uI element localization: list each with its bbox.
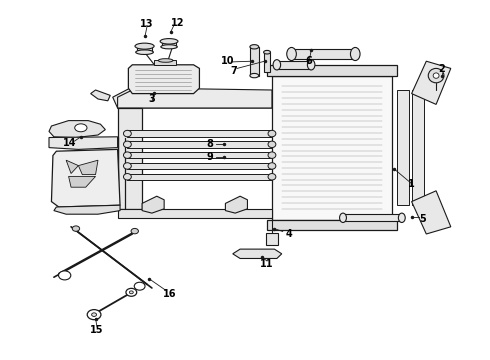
Ellipse shape <box>123 174 131 180</box>
Ellipse shape <box>340 213 346 222</box>
Ellipse shape <box>129 291 133 294</box>
Polygon shape <box>343 214 402 221</box>
Polygon shape <box>118 88 272 108</box>
Ellipse shape <box>287 48 296 60</box>
Polygon shape <box>118 97 272 112</box>
Ellipse shape <box>268 141 276 148</box>
Polygon shape <box>127 163 272 169</box>
Polygon shape <box>127 141 272 148</box>
Polygon shape <box>142 196 164 213</box>
Ellipse shape <box>350 48 360 60</box>
Polygon shape <box>127 130 272 137</box>
Ellipse shape <box>135 43 154 49</box>
Polygon shape <box>128 65 199 94</box>
Polygon shape <box>49 121 105 138</box>
Text: 12: 12 <box>171 18 184 28</box>
Text: 4: 4 <box>286 229 293 239</box>
Ellipse shape <box>123 130 131 137</box>
Polygon shape <box>154 60 176 65</box>
Ellipse shape <box>161 45 177 49</box>
Polygon shape <box>412 61 451 104</box>
Polygon shape <box>118 108 142 209</box>
Text: 5: 5 <box>419 213 426 224</box>
Polygon shape <box>277 61 311 69</box>
Text: 15: 15 <box>90 325 104 335</box>
Ellipse shape <box>87 310 101 320</box>
Ellipse shape <box>158 59 173 62</box>
Polygon shape <box>397 90 409 205</box>
Text: 14: 14 <box>63 138 77 148</box>
Polygon shape <box>264 52 270 72</box>
Text: 9: 9 <box>206 152 213 162</box>
Ellipse shape <box>74 124 87 132</box>
Polygon shape <box>233 249 282 258</box>
Text: 10: 10 <box>221 56 235 66</box>
Polygon shape <box>118 209 272 218</box>
Ellipse shape <box>273 60 281 70</box>
Ellipse shape <box>134 282 145 290</box>
Ellipse shape <box>268 163 276 169</box>
Ellipse shape <box>126 288 137 296</box>
Polygon shape <box>412 191 451 234</box>
Ellipse shape <box>433 73 439 78</box>
Ellipse shape <box>268 130 276 137</box>
Polygon shape <box>266 233 278 245</box>
Polygon shape <box>162 41 176 47</box>
Polygon shape <box>49 137 118 149</box>
Polygon shape <box>127 152 272 158</box>
Polygon shape <box>292 49 355 59</box>
Polygon shape <box>78 160 98 175</box>
Text: 8: 8 <box>206 139 213 149</box>
Ellipse shape <box>123 163 131 169</box>
Text: 11: 11 <box>260 258 274 269</box>
Ellipse shape <box>73 226 79 231</box>
Text: 1: 1 <box>408 179 415 189</box>
Polygon shape <box>137 46 152 52</box>
Polygon shape <box>91 90 110 101</box>
Polygon shape <box>69 176 96 187</box>
Ellipse shape <box>264 50 270 54</box>
Polygon shape <box>54 205 120 214</box>
Text: 6: 6 <box>305 56 312 66</box>
Ellipse shape <box>428 68 444 83</box>
Ellipse shape <box>250 45 259 49</box>
Ellipse shape <box>250 73 259 78</box>
Ellipse shape <box>160 39 178 44</box>
Text: 2: 2 <box>439 64 445 74</box>
Ellipse shape <box>123 141 131 148</box>
Ellipse shape <box>92 313 97 316</box>
Text: 7: 7 <box>230 66 237 76</box>
Polygon shape <box>272 76 392 220</box>
Text: 16: 16 <box>163 289 177 299</box>
Polygon shape <box>113 88 154 108</box>
Polygon shape <box>127 174 272 180</box>
Polygon shape <box>51 149 120 207</box>
Polygon shape <box>66 160 78 174</box>
Ellipse shape <box>59 271 71 280</box>
Ellipse shape <box>307 60 315 70</box>
Polygon shape <box>267 65 397 76</box>
Polygon shape <box>225 196 247 213</box>
Ellipse shape <box>131 229 139 234</box>
Ellipse shape <box>268 174 276 180</box>
Polygon shape <box>412 90 424 205</box>
Text: 13: 13 <box>140 19 154 29</box>
Ellipse shape <box>123 152 131 158</box>
Ellipse shape <box>398 213 405 222</box>
Ellipse shape <box>268 152 276 158</box>
Text: 3: 3 <box>148 94 155 104</box>
Ellipse shape <box>136 50 153 54</box>
Polygon shape <box>267 220 397 230</box>
Polygon shape <box>250 47 259 76</box>
